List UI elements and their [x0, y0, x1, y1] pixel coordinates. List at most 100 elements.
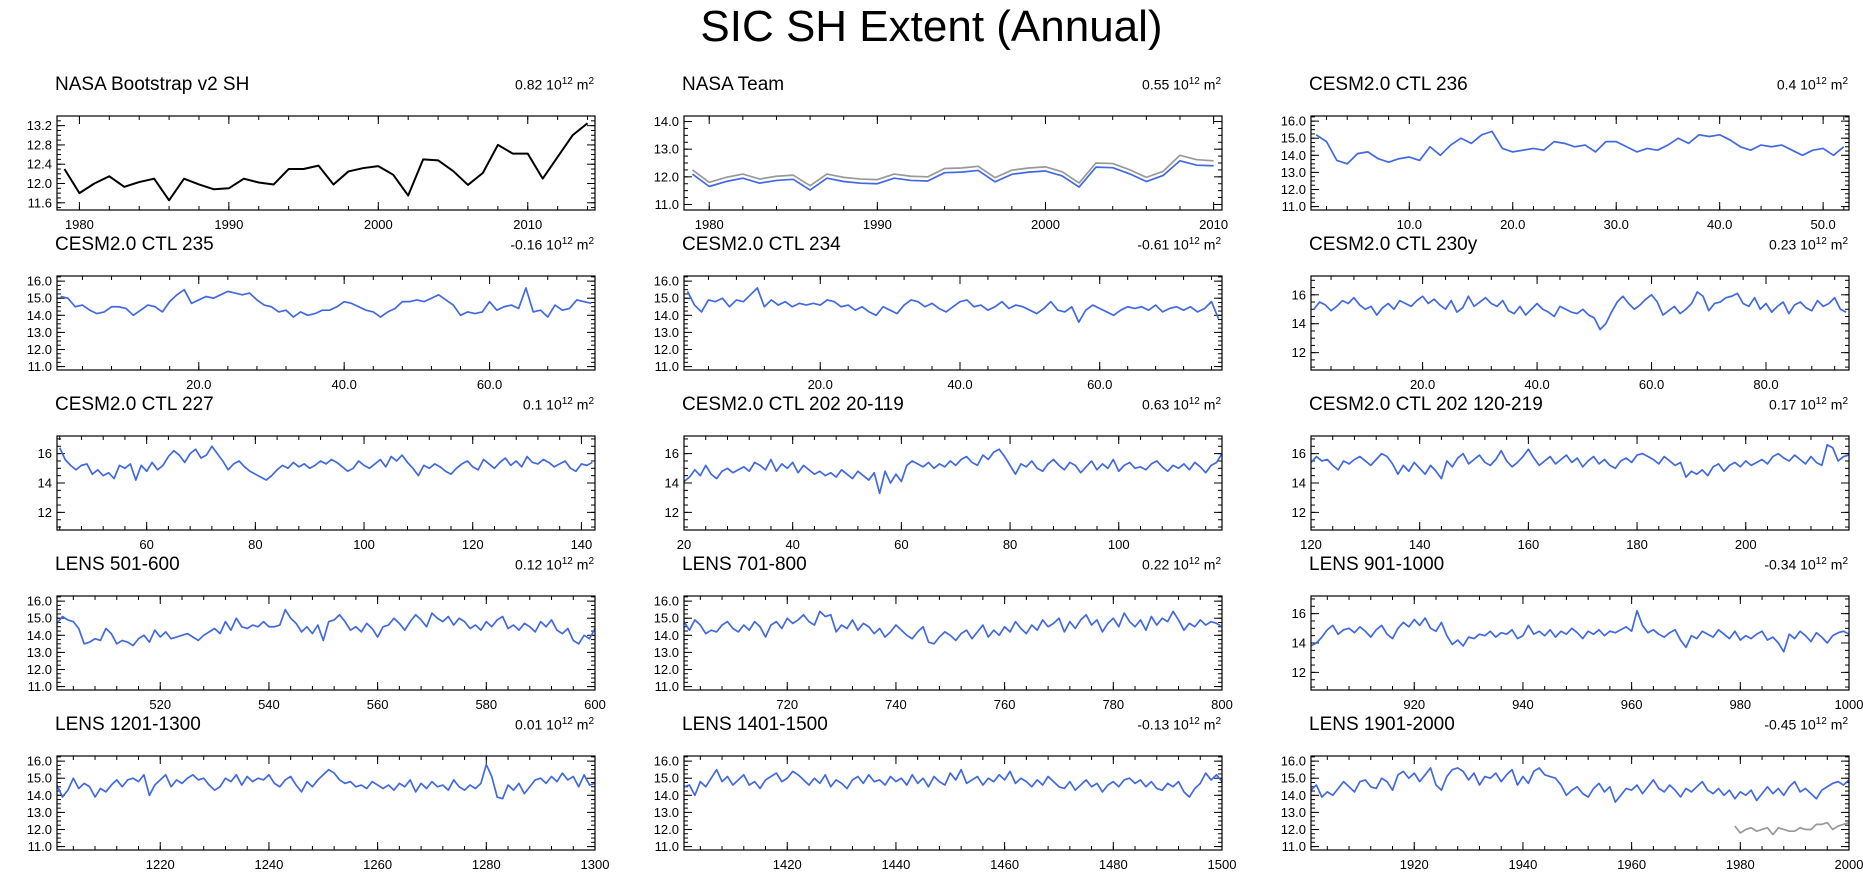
x-tick-label: 200: [1735, 537, 1757, 552]
chart-svg: 60 80 100 120 140 12 14 16: [38, 435, 596, 552]
x-tick-label: 2010: [513, 217, 542, 232]
y-tick-label: 11.0: [28, 679, 52, 694]
trend-unit-m: m: [1830, 556, 1843, 573]
trend-unit-m: m: [1203, 396, 1216, 413]
trend-unit-m-exp: 2: [588, 556, 594, 567]
y-tick-label: 12.4: [27, 157, 52, 172]
chart-panel: CESM2.0 CTL 230y 0.23 1012 m2 20.0 40.0 60.0…: [1254, 234, 1854, 398]
panel-trend: -0.45 1012 m2: [1764, 716, 1848, 733]
x-tick-label: 720: [776, 697, 798, 712]
series-line: [1313, 291, 1847, 331]
trend-unit-m-exp: 2: [588, 716, 594, 727]
trend-unit-m-exp: 2: [1842, 556, 1848, 567]
x-tick-label: 1260: [363, 857, 392, 872]
panel-trend: -0.13 1012 m2: [1137, 716, 1221, 733]
y-tick-label: 12.8: [27, 137, 52, 152]
y-tick-label: 11.0: [1282, 839, 1306, 854]
panel-title: NASA Bootstrap v2 SH: [55, 74, 250, 95]
y-tick-label: 16.0: [654, 594, 679, 609]
chart-panel: NASA Team 0.55 1012 m2 1980 1990 2000 2010 11.…: [627, 74, 1228, 238]
x-tick-label: 1420: [773, 857, 802, 872]
x-tick-label: 1980: [1726, 857, 1755, 872]
panel-trend: 0.22 1012 m2: [1142, 556, 1221, 573]
y-tick-label: 13.0: [1281, 165, 1306, 180]
chart-panel: LENS 501-600 0.12 1012 m2 520 540 560 580 600 1…: [0, 554, 606, 718]
trend-unit-exp: 12: [1815, 716, 1827, 727]
trend-unit-exp: 12: [561, 716, 573, 727]
trend-unit-base: 10: [1800, 556, 1816, 573]
y-tick-label: 12.0: [654, 822, 679, 837]
y-tick-label: 12: [1292, 345, 1306, 360]
chart-svg: 20.0 40.0 60.0 80.0 12 14 16: [1292, 275, 1850, 392]
trend-unit-base: 10: [1800, 76, 1816, 93]
plot-frame: [1310, 275, 1850, 371]
trend-unit-base: 10: [1173, 236, 1189, 253]
plot-frame: [56, 115, 596, 211]
y-tick-label: 11.0: [655, 359, 679, 374]
plot-frame: [56, 595, 596, 691]
panel-title: CESM2.0 CTL 234: [682, 234, 841, 255]
x-tick-label: 20.0: [186, 377, 211, 392]
x-tick-label: 120: [462, 537, 484, 552]
x-tick-label: 1980: [695, 217, 724, 232]
y-tick-label: 16: [1292, 287, 1306, 302]
trend-value: 0.63: [1142, 396, 1170, 413]
x-tick-label: 1480: [1099, 857, 1128, 872]
panel-title: CESM2.0 CTL 202 20-119: [682, 394, 904, 415]
plot-frame: [683, 275, 1223, 371]
y-tick-label: 12.0: [27, 176, 52, 191]
x-tick-label: 980: [1729, 697, 1751, 712]
y-tick-label: 11.0: [28, 839, 52, 854]
trend-unit-base: 10: [1173, 716, 1189, 733]
series-line: [63, 122, 589, 202]
y-tick-label: 13.0: [27, 805, 52, 820]
y-tick-label: 11.0: [1282, 199, 1306, 214]
x-tick-label: 50.0: [1810, 217, 1835, 232]
trend-unit-exp: 12: [1815, 556, 1827, 567]
x-tick-label: 1460: [990, 857, 1019, 872]
y-tick-label: 16.0: [1281, 114, 1306, 129]
trend-unit-m-exp: 2: [588, 396, 594, 407]
y-tick-label: 14: [38, 476, 52, 491]
y-tick-label: 16.0: [27, 594, 52, 609]
x-tick-label: 1920: [1400, 857, 1429, 872]
series-line: [56, 763, 596, 800]
x-tick-label: 760: [994, 697, 1016, 712]
x-tick-label: 1220: [146, 857, 175, 872]
chart-panel: LENS 1901-2000 -0.45 1012 m2 1920 1940 1960 1…: [1254, 714, 1863, 878]
y-tick-label: 15.0: [27, 611, 52, 626]
trend-unit-m-exp: 2: [1215, 716, 1221, 727]
trend-value: 0.82: [515, 76, 543, 93]
y-tick-label: 14: [1292, 316, 1306, 331]
trend-unit-m: m: [576, 556, 589, 573]
y-tick-label: 11.0: [655, 839, 679, 854]
trend-value: 0.17: [1769, 396, 1797, 413]
chart-panel: CESM2.0 CTL 234 -0.61 1012 m2 20.0 40.0 60.0…: [627, 234, 1227, 398]
trend-unit-base: 10: [546, 396, 562, 413]
y-tick-label: 13.2: [27, 118, 52, 133]
trend-unit-m-exp: 2: [1215, 236, 1221, 247]
panel-trend: 0.63 1012 m2: [1142, 396, 1221, 413]
series-line: [1310, 443, 1850, 480]
chart-svg: 1980 1990 2000 2010 11.6 12.0 12.4 12.8 13.2: [27, 115, 596, 232]
x-tick-label: 140: [571, 537, 593, 552]
trend-unit-m: m: [576, 716, 589, 733]
panel-trend: 0.01 1012 m2: [515, 716, 594, 733]
chart-svg: 20 40 60 80 100 12 14 16: [665, 435, 1223, 552]
trend-value: 0.01: [515, 716, 543, 733]
y-tick-label: 16.0: [1281, 754, 1306, 769]
trend-unit-exp: 12: [1815, 76, 1827, 87]
trend-unit-m: m: [1830, 716, 1843, 733]
panel-trend: -0.61 1012 m2: [1137, 236, 1221, 253]
chart-panel: CESM2.0 CTL 235 -0.16 1012 m2 20.0 40.0 60.0…: [0, 234, 600, 398]
trend-value: 0.22: [1142, 556, 1170, 573]
trend-unit-m: m: [1203, 236, 1216, 253]
trend-unit-m-exp: 2: [1215, 556, 1221, 567]
panel-title: CESM2.0 CTL 202 120-219: [1309, 394, 1543, 415]
panel-trend: 0.4 1012 m2: [1777, 76, 1848, 93]
x-tick-label: 120: [1300, 537, 1322, 552]
chart-svg: 20.0 40.0 60.0 11.0 12.0 13.0 14.0 15.0 16.0: [654, 274, 1223, 392]
series-line: [683, 768, 1223, 798]
y-tick-label: 14.0: [27, 788, 52, 803]
